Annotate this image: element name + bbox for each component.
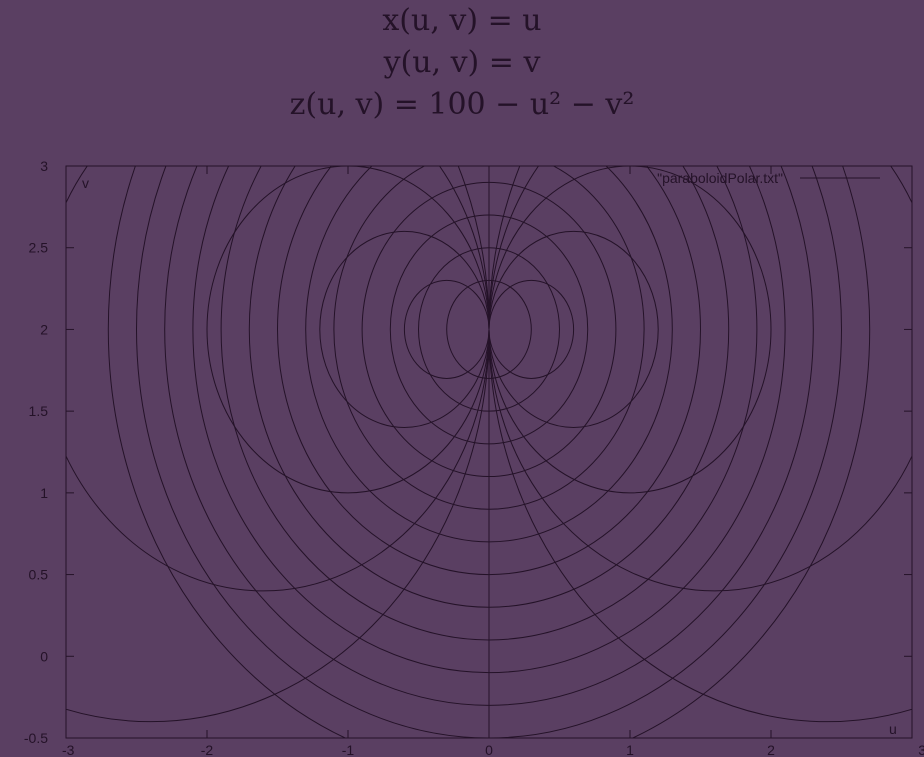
x-axis-label: u bbox=[889, 721, 897, 737]
equation-z: z(u, v) = 100 − u² − v² bbox=[290, 87, 635, 122]
x-tick-label: -3 bbox=[62, 742, 75, 757]
x-tick-label: 1 bbox=[626, 742, 634, 757]
concentric-curve bbox=[107, 166, 871, 738]
concentric-curve bbox=[136, 166, 842, 738]
x-tick-label: -2 bbox=[201, 742, 214, 757]
x-tick-label: 2 bbox=[767, 742, 775, 757]
y-tick-label: 0 bbox=[40, 648, 48, 664]
pencil-curve bbox=[488, 166, 912, 592]
equation-x: x(u, v) = u bbox=[382, 3, 541, 38]
y-tick-label: 2.5 bbox=[29, 240, 49, 256]
equation-y: y(u, v) = v bbox=[383, 45, 541, 80]
axis-ticks: -3 -2 -1 0 1 2 3 -0.5 0 0.5 1 1.5 2 2.5 3 bbox=[24, 158, 924, 757]
legend-label: "paraboloidPolar.txt" bbox=[657, 170, 783, 186]
pencil-curve bbox=[66, 166, 490, 592]
y-tick-label: 1 bbox=[40, 485, 48, 501]
y-tick-label: -0.5 bbox=[24, 730, 48, 746]
y-axis-label: v bbox=[82, 175, 89, 191]
x-tick-label: -1 bbox=[342, 742, 355, 757]
equation-block: x(u, v) = u y(u, v) = v z(u, v) = 100 − … bbox=[290, 3, 635, 122]
x-tick-label: 3 bbox=[918, 742, 924, 757]
legend: "paraboloidPolar.txt" bbox=[657, 170, 880, 186]
y-tick-label: 1.5 bbox=[29, 403, 49, 419]
x-tick-label: 0 bbox=[485, 742, 493, 757]
y-tick-label: 3 bbox=[40, 158, 48, 174]
y-tick-label: 2 bbox=[40, 321, 48, 337]
y-tick-label: 0.5 bbox=[29, 567, 49, 583]
